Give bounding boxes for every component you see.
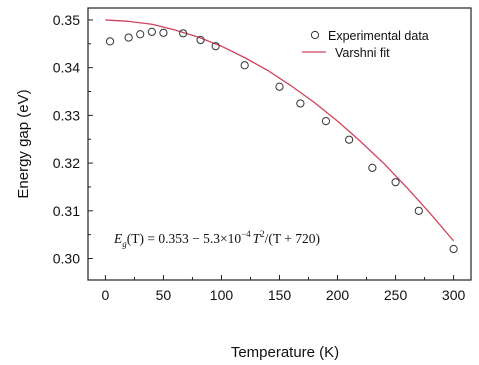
data-point — [124, 33, 133, 42]
legend: Experimental data Varshni fit — [302, 29, 429, 60]
legend-label-experimental: Experimental data — [328, 29, 429, 43]
data-point — [321, 116, 331, 126]
y-tick-label: 0.35 — [53, 12, 80, 28]
data-point — [147, 27, 156, 36]
x-axis-label: Temperature (K) — [231, 344, 339, 361]
legend-label-varshni: Varshni fit — [335, 46, 390, 60]
data-point — [449, 244, 458, 254]
experimental-points — [105, 27, 458, 254]
x-tick-label: 200 — [326, 287, 350, 303]
data-point — [240, 61, 249, 70]
y-tick-label: 0.32 — [53, 155, 80, 171]
x-tick-label: 250 — [384, 287, 408, 303]
plot-frame — [87, 7, 472, 281]
data-point — [196, 35, 205, 45]
y-tick-label: 0.34 — [53, 60, 80, 76]
data-point — [414, 206, 423, 215]
data-point — [136, 30, 145, 39]
y-tick-label: 0.31 — [53, 203, 80, 219]
data-point — [105, 37, 115, 46]
data-point — [296, 99, 305, 108]
y-tick-label: 0.33 — [53, 107, 80, 123]
x-tick-label: 50 — [156, 287, 172, 303]
legend-marker-experimental — [310, 30, 320, 40]
x-tick-label: 150 — [268, 287, 292, 303]
x-axis-ticks: 0 50 100 150 200 250 300 — [102, 275, 466, 303]
varshni-fit-line — [105, 19, 455, 242]
y-axis-label: Energy gap (eV) — [15, 89, 32, 198]
varshni-formula: Eg(T) = 0.353 − 5.3×10−4 T2/(T + 720) — [113, 229, 320, 249]
data-point — [211, 42, 220, 51]
y-tick-label: 0.30 — [53, 251, 80, 267]
data-point — [345, 135, 354, 144]
data-point — [275, 82, 284, 91]
x-tick-label: 0 — [102, 287, 110, 303]
data-point — [159, 28, 168, 37]
data-point — [368, 163, 377, 172]
y-axis-ticks: 0.30 0.31 0.32 0.33 0.34 0.35 — [53, 12, 93, 267]
data-point — [179, 29, 188, 38]
x-tick-label: 100 — [210, 287, 234, 303]
data-point — [391, 178, 400, 187]
x-tick-label: 300 — [442, 287, 466, 303]
